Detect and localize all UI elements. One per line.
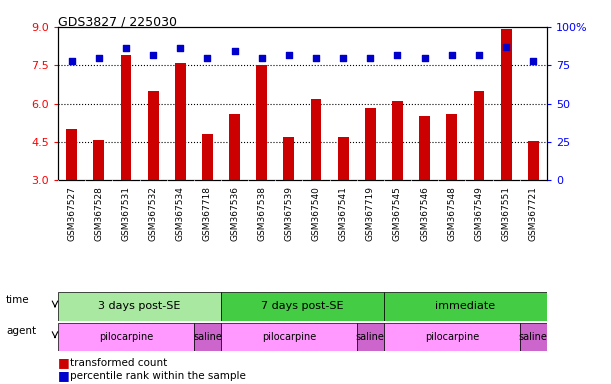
Text: saline: saline [356, 332, 385, 342]
Bar [148, 91, 158, 180]
Text: pilocarpine: pilocarpine [425, 332, 479, 342]
Point [257, 55, 266, 61]
Point [175, 45, 185, 51]
Text: GSM367719: GSM367719 [366, 186, 375, 241]
Text: GSM367549: GSM367549 [475, 186, 483, 241]
Text: immediate: immediate [435, 301, 496, 311]
Text: GSM367539: GSM367539 [284, 186, 293, 241]
Point [311, 55, 321, 61]
Text: 3 days post-SE: 3 days post-SE [98, 301, 181, 311]
Point [447, 51, 456, 58]
Text: GSM367721: GSM367721 [529, 186, 538, 241]
Text: 7 days post-SE: 7 days post-SE [261, 301, 344, 311]
Text: GSM367546: GSM367546 [420, 186, 429, 241]
Bar [357, 323, 384, 351]
Text: percentile rank within the sample: percentile rank within the sample [70, 371, 246, 381]
Point [284, 51, 294, 58]
Bar [93, 139, 104, 180]
Text: transformed count: transformed count [70, 358, 167, 368]
Bar [310, 99, 321, 180]
Bar [474, 91, 485, 180]
Bar [221, 323, 357, 351]
Text: ■: ■ [58, 369, 70, 382]
Text: GSM367718: GSM367718 [203, 186, 212, 241]
Bar [528, 141, 539, 180]
Point [420, 55, 430, 61]
Text: pilocarpine: pilocarpine [262, 332, 316, 342]
Point [67, 58, 76, 64]
Bar [338, 137, 349, 180]
Point [474, 51, 484, 58]
Bar [229, 114, 240, 180]
Text: GSM367531: GSM367531 [122, 186, 130, 241]
Bar [58, 292, 221, 321]
Text: GSM367541: GSM367541 [338, 186, 348, 241]
Text: pilocarpine: pilocarpine [99, 332, 153, 342]
Text: GSM367527: GSM367527 [67, 186, 76, 241]
Text: ■: ■ [58, 356, 70, 369]
Bar [447, 114, 457, 180]
Text: GSM367532: GSM367532 [148, 186, 158, 241]
Text: saline: saline [193, 332, 222, 342]
Text: GSM367536: GSM367536 [230, 186, 239, 241]
Text: time: time [6, 295, 30, 306]
Bar [58, 323, 194, 351]
Text: GDS3827 / 225030: GDS3827 / 225030 [58, 15, 177, 28]
Text: saline: saline [519, 332, 547, 342]
Bar [120, 55, 131, 180]
Text: GSM367548: GSM367548 [447, 186, 456, 241]
Point [202, 55, 212, 61]
Bar [365, 108, 376, 180]
Bar [194, 323, 221, 351]
Bar [202, 134, 213, 180]
Point [94, 55, 104, 61]
Bar [392, 101, 403, 180]
Text: GSM367538: GSM367538 [257, 186, 266, 241]
Text: GSM367540: GSM367540 [312, 186, 321, 241]
Bar [520, 323, 547, 351]
Point [393, 51, 403, 58]
Bar [384, 292, 547, 321]
Bar [175, 63, 186, 180]
Text: GSM367528: GSM367528 [94, 186, 103, 241]
Text: GSM367534: GSM367534 [176, 186, 185, 241]
Point [121, 45, 131, 51]
Bar [419, 116, 430, 180]
Bar [500, 30, 511, 180]
Point [365, 55, 375, 61]
Point [529, 58, 538, 64]
Bar [384, 323, 520, 351]
Point [230, 48, 240, 55]
Text: GSM367545: GSM367545 [393, 186, 402, 241]
Text: agent: agent [6, 326, 36, 336]
Point [148, 51, 158, 58]
Bar [66, 129, 77, 180]
Point [501, 44, 511, 50]
Bar [256, 65, 267, 180]
Text: GSM367551: GSM367551 [502, 186, 511, 241]
Bar [221, 292, 384, 321]
Point [338, 55, 348, 61]
Bar [284, 137, 295, 180]
